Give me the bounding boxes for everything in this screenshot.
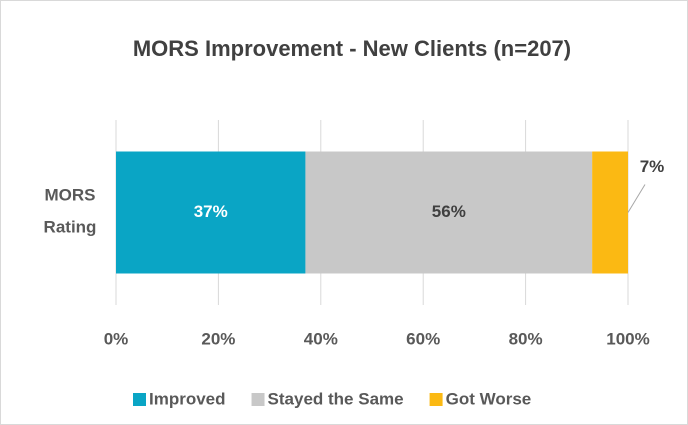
legend-swatch (429, 393, 443, 406)
leader-line (627, 184, 646, 213)
x-tick-label: 40% (304, 329, 338, 348)
chart-title: MORS Improvement - New Clients (n=207) (133, 36, 571, 61)
bar-segment (116, 151, 306, 274)
x-tick-label: 20% (201, 329, 235, 348)
legend-swatch (251, 393, 265, 406)
data-label: 7% (640, 157, 665, 176)
y-tick-label: MORS Rating (44, 186, 97, 237)
legend-label: Improved (149, 389, 226, 408)
data-label: 56% (432, 202, 466, 221)
legend-swatch (133, 393, 146, 406)
x-tick-label: 100% (606, 329, 649, 348)
legend-label: Stayed the Same (268, 389, 404, 408)
legend-label: Got Worse (446, 389, 532, 408)
bar-segment (592, 151, 628, 274)
x-tick-label: 60% (406, 329, 440, 348)
x-tick-label: 80% (509, 329, 543, 348)
bar-segment (305, 151, 593, 274)
data-label: 37% (194, 202, 228, 221)
x-tick-label: 0% (104, 329, 129, 348)
